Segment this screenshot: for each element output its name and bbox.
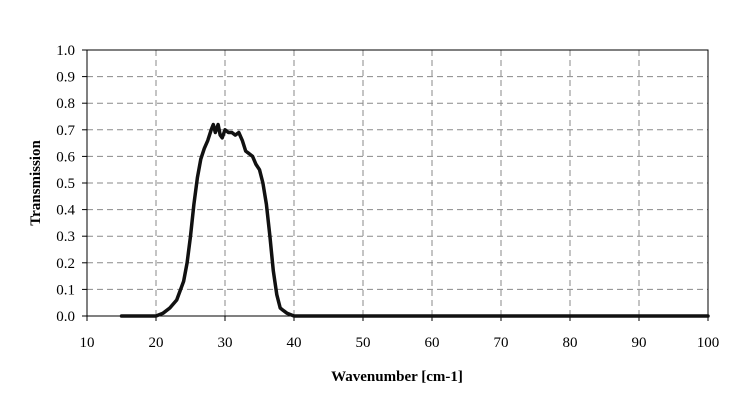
y-tick-label: 0.2 [56, 256, 75, 272]
x-tick-label: 50 [356, 335, 371, 351]
series-layer [119, 122, 710, 318]
y-tick-label: 0.4 [56, 203, 75, 219]
x-axis-title: Wavenumber [cm-1] [331, 369, 463, 385]
y-tick-label: 0.8 [56, 96, 75, 112]
y-tick-label: 0.7 [56, 123, 75, 139]
x-tick-label: 10 [80, 335, 95, 351]
y-tick-label: 0.0 [56, 309, 75, 325]
y-tick-label: 1.0 [56, 43, 75, 59]
x-tick-label: 90 [632, 335, 647, 351]
y-tick-label: 0.1 [56, 282, 75, 298]
x-tick-label: 20 [149, 335, 164, 351]
y-tick-labels: 0.0 0.1 0.2 0.3 0.4 0.5 0.6 0.7 0.8 0.9 1.0 [56, 43, 75, 325]
x-tick-label: 30 [218, 335, 233, 351]
ticks [82, 49, 709, 321]
transmission-line [119, 122, 710, 318]
y-tick-label: 0.5 [56, 176, 75, 192]
grid [87, 50, 708, 316]
x-tick-label: 100 [697, 335, 720, 351]
y-tick-label: 0.6 [56, 149, 75, 165]
x-tick-label: 40 [287, 335, 302, 351]
x-tick-label: 70 [494, 335, 509, 351]
x-tick-label: 60 [425, 335, 440, 351]
y-tick-label: 0.3 [56, 229, 75, 245]
y-axis-title: Transmission [28, 140, 44, 226]
x-tick-label: 80 [563, 335, 578, 351]
x-tick-labels: 10 20 30 40 50 60 70 80 90 100 [80, 335, 720, 351]
y-tick-label: 0.9 [56, 70, 75, 86]
